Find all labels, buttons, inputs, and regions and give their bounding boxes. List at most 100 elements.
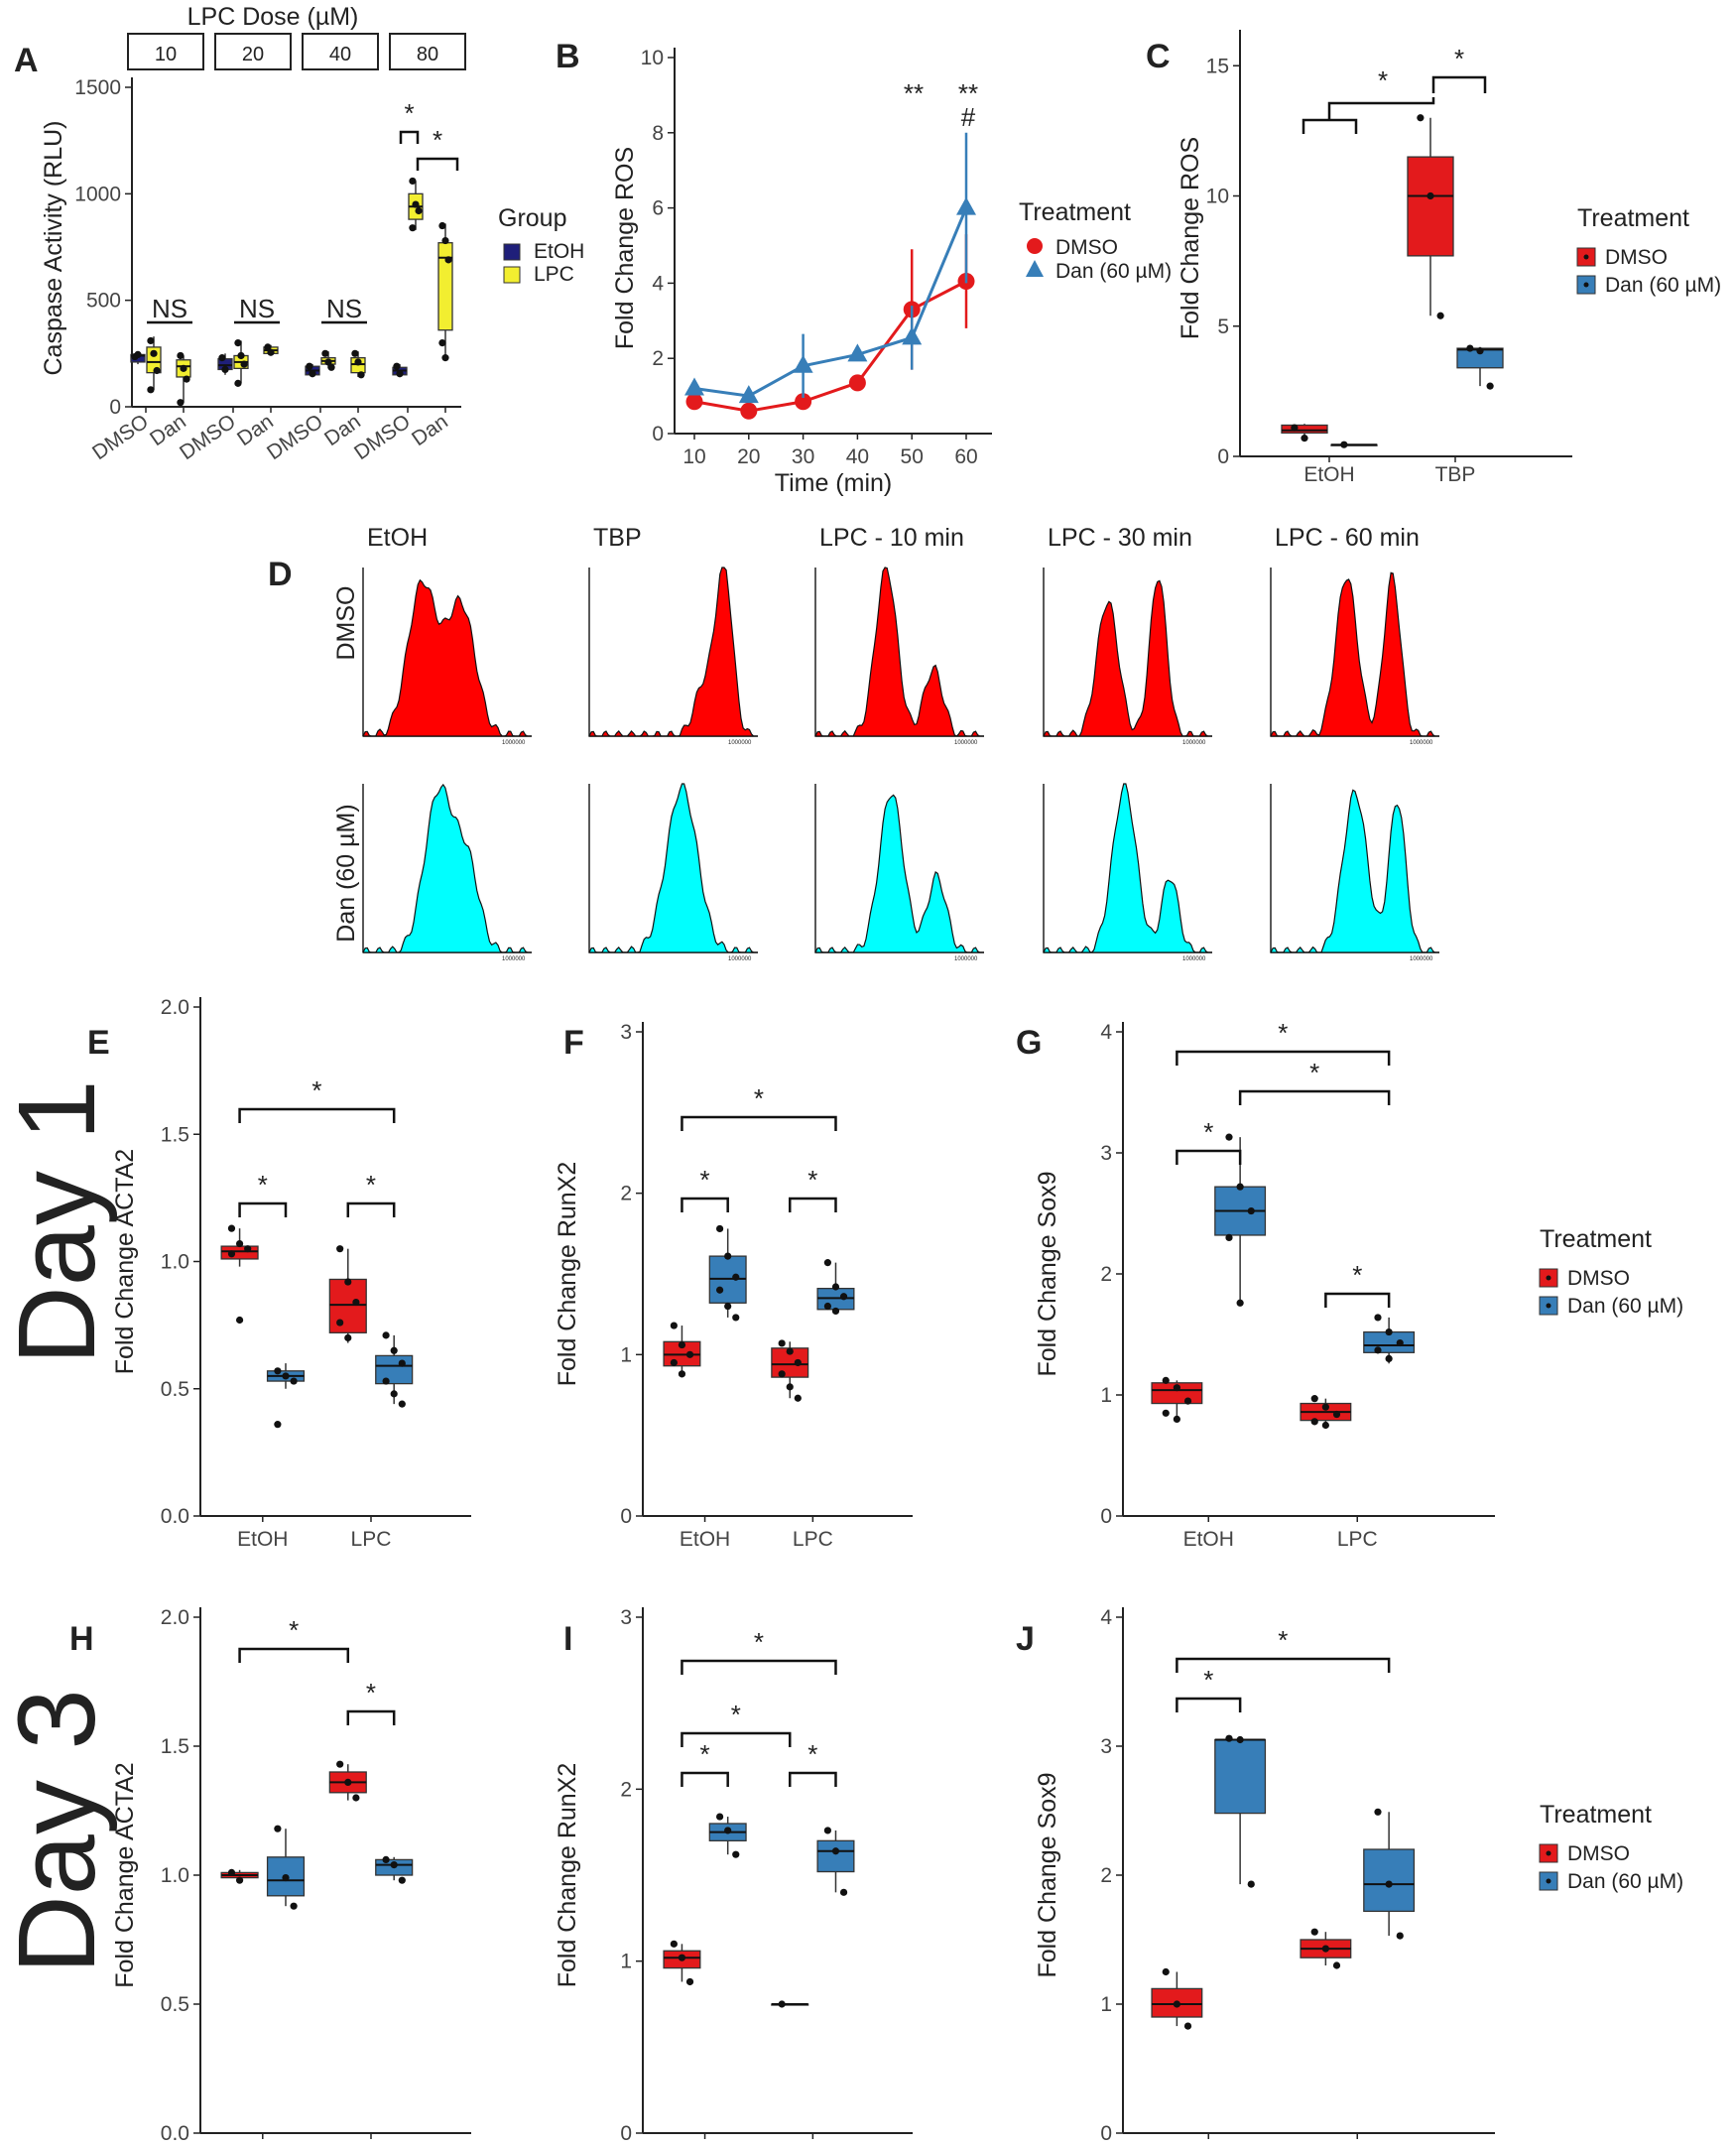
panelC-xtick-label: EtOH: [1303, 463, 1354, 486]
panelE-ytick-label: 2.0: [161, 996, 189, 1019]
panelA-facet-strip: [214, 33, 292, 70]
panelB-point-dan: [956, 196, 976, 215]
panelF-box-point: [823, 1259, 832, 1267]
panelA-box: [392, 362, 408, 378]
panelJ-box-point: [1396, 1932, 1404, 1940]
panelB-ytick-label: 4: [652, 272, 664, 295]
panelC-box-rect: [1407, 156, 1454, 257]
panelA-box: [320, 349, 336, 371]
panelC-box-point: [1417, 114, 1425, 122]
panelI-box-point: [685, 1977, 694, 1986]
panelE-box-point: [390, 1390, 398, 1398]
panelC-box-point: [1466, 344, 1474, 352]
panelJ-box-point: [1374, 1808, 1382, 1816]
panelH-ytick-label: 2.0: [161, 1606, 189, 1629]
label-day1: Day 1: [0, 1079, 118, 1364]
panelA-box-point: [415, 206, 423, 215]
panelD-histogram: [362, 783, 532, 953]
panelB-point-dmso: [848, 374, 866, 392]
panelJ-box-point: [1310, 1928, 1318, 1936]
panelJ-ytick-label: 0: [1100, 2122, 1112, 2145]
panelB-legend-entry: Dan (60 µM): [1055, 260, 1172, 283]
panelE-ytick-label: 0.0: [161, 1505, 189, 1528]
panelI-box: [816, 1827, 855, 1896]
panelE-box: [220, 1224, 259, 1325]
panelG-ytick-label: 3: [1100, 1142, 1112, 1165]
panelF-box: [708, 1224, 747, 1322]
panelA-box-point: [396, 370, 404, 378]
panelB-line-1: [693, 207, 968, 398]
panelG-legend-entry: DMSO: [1567, 1267, 1630, 1290]
panelA-box-point: [221, 365, 229, 374]
panelI-bracket: [681, 1659, 837, 1675]
panelI-ytick-label: 1: [620, 1951, 632, 1973]
panelF-ytick-label: 0: [620, 1505, 632, 1528]
panelJ-bracket: [1176, 1657, 1391, 1673]
panelF-box-point: [831, 1307, 840, 1316]
panelA-box-point: [240, 360, 248, 368]
panelA-bracket-label: *: [404, 98, 414, 128]
panelJ-box: [1300, 1928, 1352, 1969]
panelF-box-point: [678, 1370, 686, 1378]
panelI-box-point: [678, 1954, 686, 1961]
panelD-histogram: [362, 578, 532, 737]
panelA-box-point: [324, 358, 332, 366]
panelJ-box: [1363, 1808, 1416, 1940]
panelH-box-point: [398, 1876, 406, 1884]
panelJ-ytick-label: 4: [1100, 1606, 1112, 1629]
panelE-box-point: [382, 1331, 390, 1339]
panelE-bracket: [238, 1201, 288, 1217]
panelD-axis-max-label: 1000000: [502, 956, 526, 962]
panelG-box-point: [1385, 1327, 1393, 1336]
panelC-box-point: [1301, 435, 1308, 442]
panelJ-legend-entry: Dan (60 µM): [1567, 1870, 1683, 1893]
panelJ-legend-key-dot: [1546, 1850, 1551, 1856]
panelH-xtick-label: LPC: [351, 2145, 392, 2148]
panelH-ytick-label: 1.0: [161, 1864, 189, 1887]
panelA-box-point: [264, 343, 272, 351]
panelA-box-point: [180, 364, 187, 372]
panelJ-bracket: [1176, 1697, 1242, 1712]
panelB-point-dan: [847, 343, 868, 362]
panelG-box-point: [1225, 1133, 1233, 1141]
panelB-sig: #: [961, 102, 976, 132]
panelG-bracket: [1176, 1149, 1242, 1165]
panelF-box-point: [732, 1314, 740, 1322]
panelJ-bracket-label: *: [1203, 1665, 1213, 1695]
panelB-legend-key: [1027, 238, 1043, 254]
panelF-box: [663, 1322, 701, 1378]
panelH-box-point: [382, 1855, 390, 1863]
panelE-box-point: [390, 1346, 398, 1354]
panelH-box: [220, 1868, 259, 1884]
panelA-box-point: [177, 399, 185, 407]
panelA-bracket: [416, 157, 459, 171]
panelJ-box-rect: [1363, 1848, 1416, 1913]
panelD-histogram: [814, 567, 984, 737]
panelI-bracket: [681, 1771, 729, 1787]
panelF-bracket: [681, 1115, 837, 1131]
panelG-box-point: [1385, 1354, 1393, 1362]
panelA-legend-entry: EtOH: [534, 240, 584, 263]
panelA-box-point: [354, 358, 362, 366]
panelC-legend-key-dot: [1583, 254, 1589, 260]
panelH-box-point: [390, 1861, 398, 1869]
panelB-ytick-label: 2: [652, 347, 664, 370]
panelE-ylabel: Fold Change ACTA2: [111, 1149, 139, 1374]
panelI-box-point: [716, 1813, 724, 1821]
panelG-box-point: [1162, 1409, 1170, 1417]
panelI-box-point: [670, 1940, 678, 1948]
panelA-box-point: [306, 362, 313, 370]
panelA-xtick-label: Dan: [408, 410, 452, 450]
panelD-column-label: LPC - 10 min: [819, 524, 964, 552]
panelI-bracket-label: *: [807, 1739, 817, 1769]
panelF-box-point: [786, 1347, 794, 1355]
panelH-box: [375, 1855, 414, 1884]
panelF-box: [816, 1259, 855, 1316]
panelG-box-point: [1396, 1338, 1404, 1347]
panelF-box-point: [778, 1339, 786, 1347]
panelJ-box-point: [1321, 1945, 1329, 1953]
panelA-box-point: [267, 348, 275, 356]
panelG-box: [1363, 1314, 1416, 1364]
panelI-ytick-label: 2: [620, 1778, 632, 1801]
